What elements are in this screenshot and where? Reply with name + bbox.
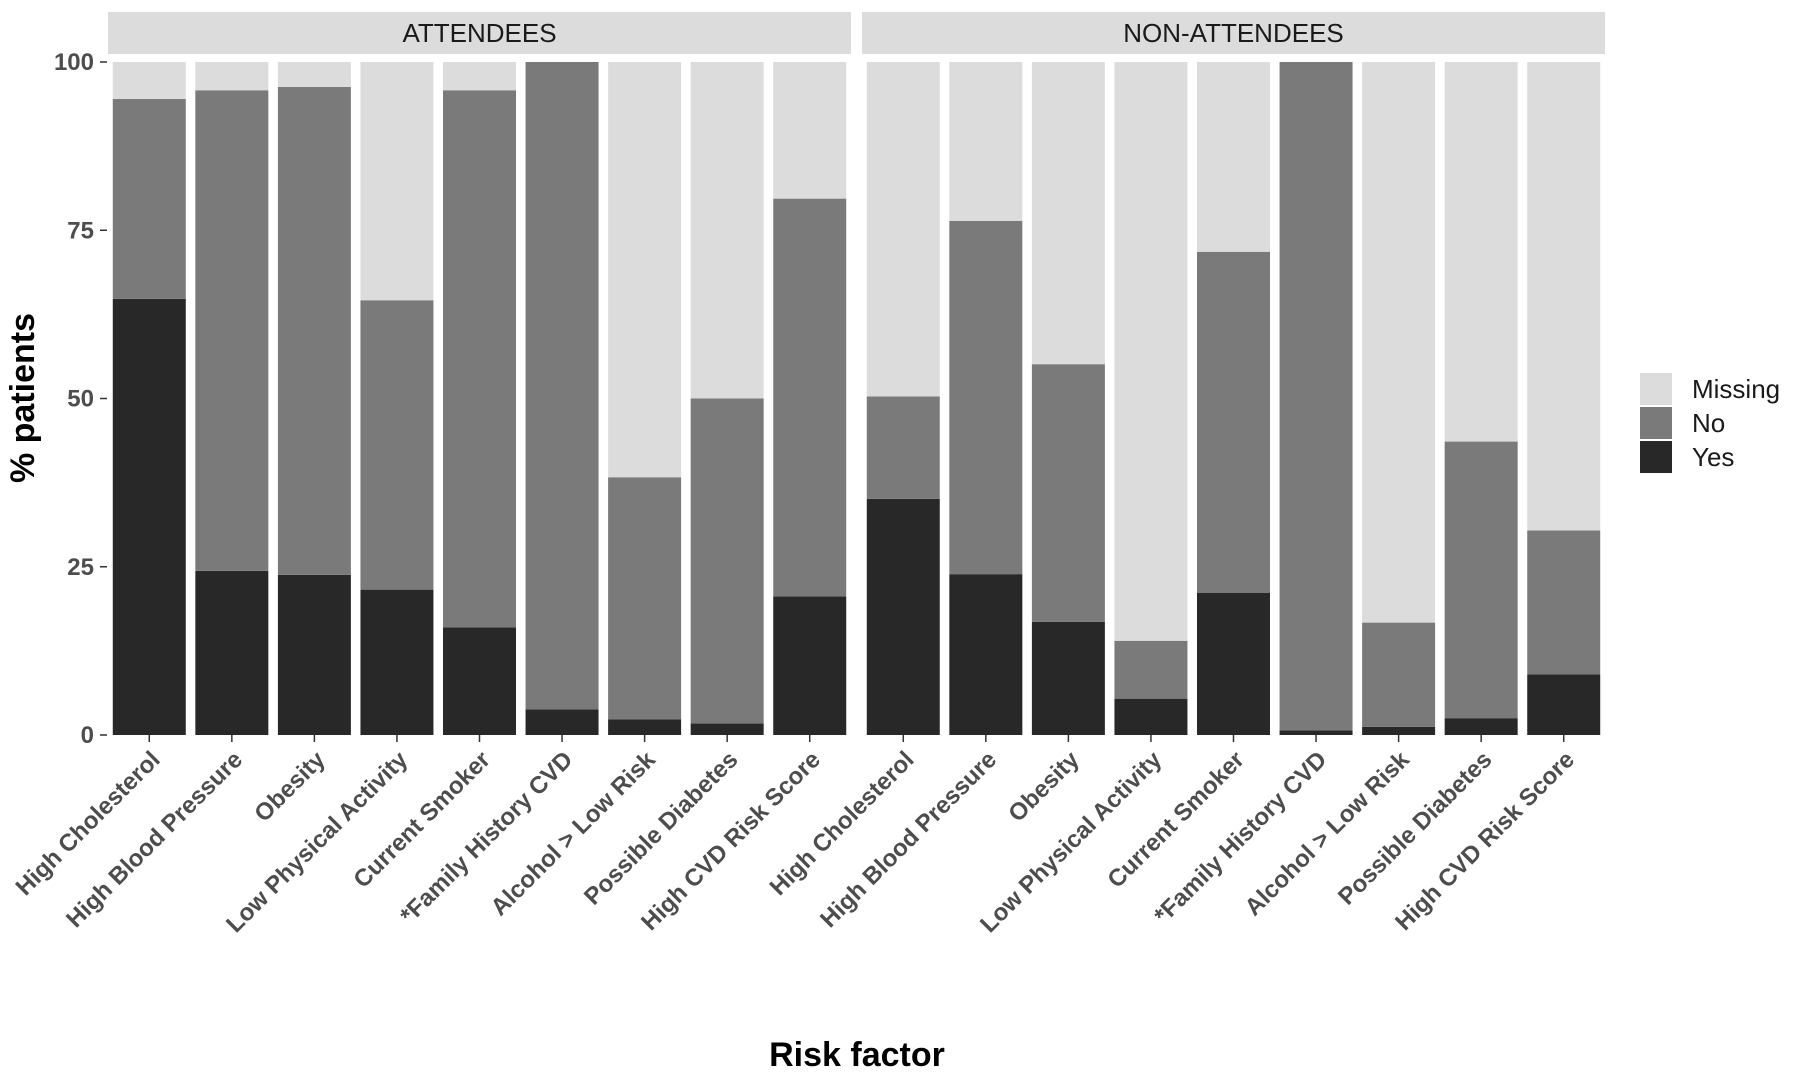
bar-missing-current-smoker — [1197, 62, 1270, 252]
bar-no-alcohol-low-risk — [608, 477, 682, 720]
y-tick-label: 50 — [67, 386, 94, 413]
bar-yes-high-cholesterol — [866, 498, 940, 735]
bar-no-high-blood-pressure — [949, 220, 1023, 575]
bar-missing-obesity — [1031, 62, 1105, 365]
strip-background — [862, 12, 1605, 54]
legend-label-yes: Yes — [1692, 442, 1734, 472]
bar-no-high-cvd-risk-score — [773, 198, 847, 597]
strip-label: ATTENDEES — [402, 18, 556, 48]
x-tick-label: Possible Diabetes — [1333, 746, 1497, 910]
x-tick-label: Current Smoker — [348, 746, 495, 893]
legend-key-yes — [1640, 441, 1672, 473]
bar-missing-high-cvd-risk-score — [1527, 62, 1601, 531]
bar-missing-high-cholesterol — [112, 62, 186, 100]
bar-missing-current-smoker — [443, 62, 516, 91]
y-axis: 0 25 50 75 100 — [54, 49, 107, 749]
bar-no-possible-diabetes — [690, 398, 764, 724]
legend-key-missing — [1640, 373, 1672, 405]
bar-no-obesity — [277, 86, 351, 575]
bar-yes-high-blood-pressure — [195, 570, 269, 735]
bar-yes-high-cvd-risk-score — [773, 596, 847, 735]
x-tick-label: High Cholesterol — [11, 746, 166, 901]
bar-no-alcohol-low-risk — [1362, 622, 1436, 727]
strip-background — [108, 12, 851, 54]
bar-yes-high-cholesterol — [112, 298, 186, 735]
bar-missing-possible-diabetes — [1444, 62, 1518, 442]
y-tick-label: 100 — [54, 49, 94, 76]
x-tick-label: Obesity — [1003, 746, 1085, 828]
x-tick-label: Alcohol > Low Risk — [1240, 746, 1416, 922]
x-tick-label: Obesity — [249, 746, 331, 828]
bar-yes-possible-diabetes — [690, 723, 764, 735]
bar-yes-alcohol-low-risk — [1362, 726, 1436, 735]
bar-missing-high-blood-pressure — [195, 62, 269, 91]
bar-missing-obesity — [277, 62, 351, 87]
bar-missing-possible-diabetes — [690, 62, 764, 399]
bar-no-obesity — [1031, 364, 1105, 622]
y-axis-title: % patients — [4, 313, 42, 483]
bar-yes-current-smoker — [443, 627, 516, 735]
bar-yes-current-smoker — [1197, 592, 1270, 735]
x-tick-label: Alcohol > Low Risk — [486, 746, 662, 922]
bar-no-high-cvd-risk-score — [1527, 530, 1601, 675]
bar-yes-obesity — [277, 574, 351, 735]
y-tick-label: 25 — [67, 554, 94, 581]
bar-yes-low-physical-activity — [360, 589, 434, 735]
bar-no-high-cholesterol — [112, 99, 186, 299]
legend-label-no: No — [1692, 408, 1725, 438]
strip-label: NON-ATTENDEES — [1123, 18, 1344, 48]
bar-yes-high-cvd-risk-score — [1527, 674, 1601, 735]
bar-missing-high-cvd-risk-score — [773, 62, 847, 199]
bar-yes-alcohol-low-risk — [608, 719, 682, 735]
bar-no-family-history-cvd — [525, 62, 599, 710]
bar-no-family-history-cvd — [1279, 62, 1353, 731]
bar-no-low-physical-activity — [1114, 640, 1188, 699]
y-tick-label: 75 — [67, 217, 94, 244]
x-axis-title: Risk factor — [769, 1036, 945, 1074]
bar-yes-family-history-cvd — [1279, 730, 1353, 735]
y-tick-label: 0 — [81, 722, 94, 749]
bar-no-current-smoker — [1197, 251, 1270, 593]
bar-yes-possible-diabetes — [1444, 718, 1518, 735]
bar-yes-high-blood-pressure — [949, 574, 1023, 735]
bar-no-high-blood-pressure — [195, 90, 269, 571]
bar-yes-obesity — [1031, 621, 1105, 735]
bar-missing-alcohol-low-risk — [608, 62, 682, 478]
bar-missing-low-physical-activity — [1114, 62, 1188, 641]
bar-missing-high-blood-pressure — [949, 62, 1023, 221]
legend-key-no — [1640, 407, 1672, 439]
bar-no-current-smoker — [443, 90, 516, 628]
bar-missing-low-physical-activity — [360, 62, 434, 301]
bar-missing-high-cholesterol — [866, 62, 940, 397]
bar-yes-family-history-cvd — [525, 709, 599, 735]
legend-label-missing: Missing — [1692, 374, 1780, 404]
x-tick-label: Possible Diabetes — [579, 746, 743, 910]
bar-no-high-cholesterol — [866, 396, 940, 499]
legend: Missing No Yes — [1640, 373, 1780, 473]
bar-no-low-physical-activity — [360, 300, 434, 590]
x-tick-label: Current Smoker — [1102, 746, 1249, 893]
bar-yes-low-physical-activity — [1114, 698, 1188, 735]
bar-no-possible-diabetes — [1444, 441, 1518, 719]
bar-missing-alcohol-low-risk — [1362, 62, 1436, 623]
